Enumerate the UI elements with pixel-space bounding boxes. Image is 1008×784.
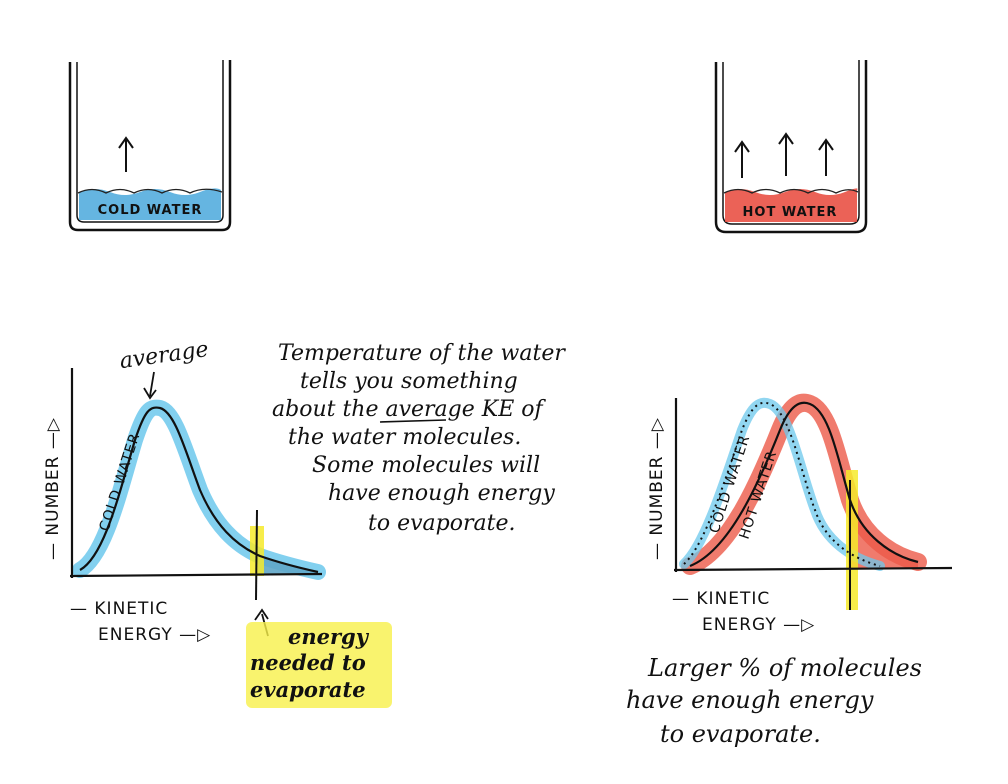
cold-water-fill	[79, 188, 221, 220]
hot-water-conclusion: Larger % of molecules have enough energy…	[626, 654, 922, 748]
left-x-axis-label-line2: ENERGY —▷	[98, 625, 211, 645]
explanation-line3: about the average KE of	[272, 397, 546, 422]
conclusion-line2: have enough energy	[626, 686, 874, 714]
average-label: average	[118, 337, 210, 374]
hot-water-fill	[725, 188, 858, 222]
right-x-axis-label-line1: — KINETIC	[672, 589, 770, 609]
hot-water-label: HOT WATER	[743, 205, 838, 220]
evaporation-arrow-icon	[734, 140, 750, 178]
hot-distribution-curve	[689, 401, 919, 568]
evaporation-threshold-line	[255, 509, 258, 601]
right-y-axis-label: — NUMBER —▷	[647, 417, 667, 560]
cold-water-beaker: COLD WATER	[68, 60, 232, 232]
evaporation-arrow-icon	[818, 138, 834, 176]
explanation-line6: have enough energy	[328, 481, 555, 506]
hot-water-surface	[723, 188, 859, 194]
explanation-line5: Some molecules will	[312, 453, 540, 478]
cold-beaker-inner-wall	[76, 60, 224, 223]
left-x-axis-label-line1: — KINETIC	[70, 599, 168, 619]
cold-curve-label: COLD WATER	[97, 431, 144, 533]
evaporation-arrow-icon	[118, 136, 134, 172]
evaporation-arrow-icon	[778, 132, 794, 176]
cold-water-surface	[77, 188, 223, 194]
cold-distribution-curve	[79, 406, 319, 574]
explanation-line4: the water molecules.	[288, 425, 521, 450]
hot-tail-area-fill	[848, 495, 918, 568]
average-pointer-arrow-icon	[143, 371, 157, 400]
conclusion-line3: to evaporate.	[660, 720, 821, 748]
hot-beaker-outline	[714, 60, 868, 234]
left-x-axis	[69, 572, 323, 578]
explanation-line1: Temperature of the water	[278, 341, 566, 366]
threshold-note-line1: energy	[288, 624, 370, 649]
right-x-axis	[673, 566, 953, 572]
threshold-note-line3: evaporate	[250, 677, 366, 702]
explanation-line7: to evaporate.	[368, 511, 515, 536]
cold-curve-highlight	[679, 397, 885, 571]
conclusion-line1: Larger % of molecules	[647, 654, 922, 682]
hot-water-beaker: HOT WATER	[714, 60, 868, 234]
explanation-line2: tells you something	[300, 369, 518, 394]
cold-vs-hot-distribution-graph: COLD WATER HOT WATER — NUMBER —▷ — KINET…	[647, 393, 953, 635]
cold-water-label: COLD WATER	[98, 203, 203, 218]
threshold-note-line2: needed to	[250, 650, 366, 675]
hot-beaker-inner-wall	[722, 60, 860, 225]
average-underline	[379, 419, 447, 423]
cold-beaker-outline	[68, 60, 232, 232]
right-x-axis-label-line2: ENERGY —▷	[702, 615, 815, 635]
temperature-explanation: Temperature of the water tells you somet…	[272, 341, 566, 536]
left-y-axis-label: — NUMBER —▷	[43, 417, 63, 560]
threshold-note-highlight	[246, 622, 392, 708]
